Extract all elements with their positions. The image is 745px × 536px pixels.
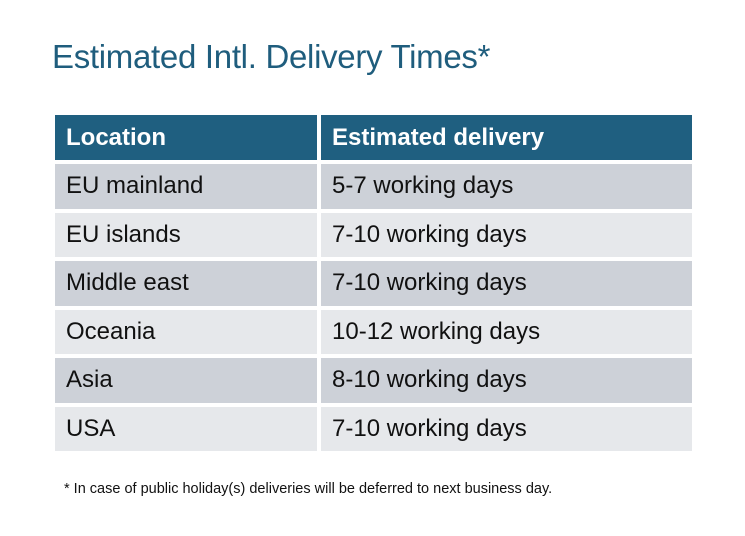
location-cell: USA	[55, 406, 317, 451]
table-row: EU islands 7-10 working days	[55, 212, 692, 257]
delivery-table: Location Estimated delivery EU mainland 5…	[51, 111, 696, 455]
header-estimated-delivery: Estimated delivery	[321, 115, 692, 160]
delivery-cell: 10-12 working days	[321, 309, 692, 354]
table-header-row: Location Estimated delivery	[55, 115, 692, 160]
table-row: Oceania 10-12 working days	[55, 309, 692, 354]
delivery-cell: 7-10 working days	[321, 261, 692, 306]
delivery-cell: 5-7 working days	[321, 164, 692, 209]
location-cell: Oceania	[55, 309, 317, 354]
location-cell: Middle east	[55, 261, 317, 306]
page-title: Estimated Intl. Delivery Times*	[52, 38, 491, 75]
table-row: Middle east 7-10 working days	[55, 261, 692, 306]
delivery-cell: 7-10 working days	[321, 406, 692, 451]
header-location: Location	[55, 115, 317, 160]
table-row: USA 7-10 working days	[55, 406, 692, 451]
location-cell: Asia	[55, 358, 317, 403]
footnote: * In case of public holiday(s) deliverie…	[64, 481, 553, 497]
delivery-cell: 8-10 working days	[321, 358, 692, 403]
table-row: Asia 8-10 working days	[55, 358, 692, 403]
location-cell: EU mainland	[55, 164, 317, 209]
delivery-cell: 7-10 working days	[321, 212, 692, 257]
location-cell: EU islands	[55, 212, 317, 257]
table-row: EU mainland 5-7 working days	[55, 164, 692, 209]
